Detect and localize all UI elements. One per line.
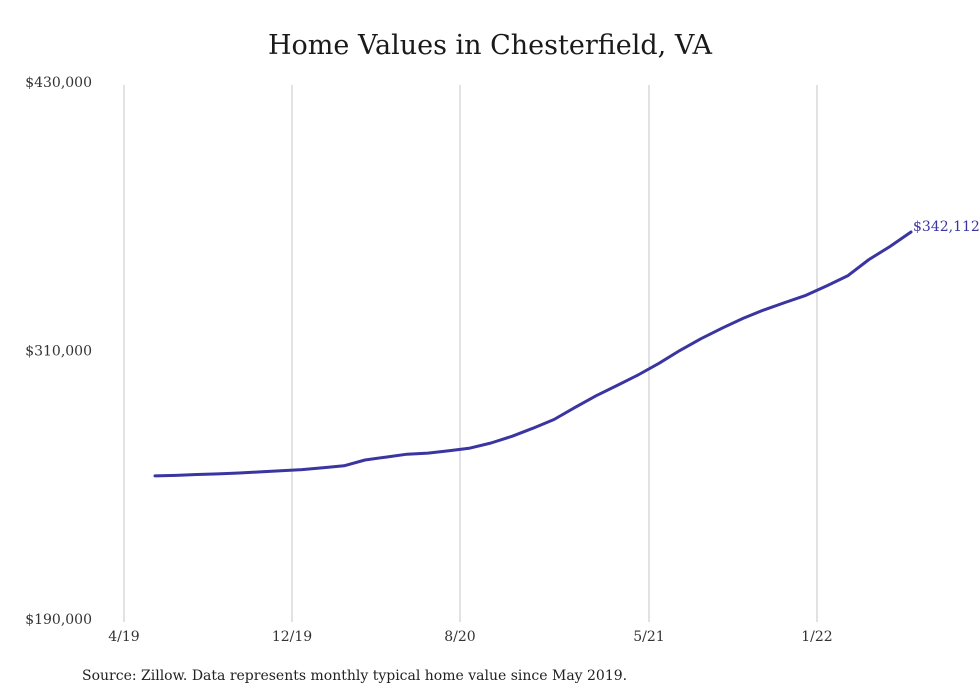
x-tick-label: 4/19 <box>108 629 139 645</box>
x-tick-label: 8/20 <box>444 629 475 645</box>
y-tick-label: $430,000 <box>25 75 92 91</box>
chart-title: Home Values in Chesterfield, VA <box>268 30 712 61</box>
end-value-label: $342,112 <box>913 219 980 235</box>
source-note: Source: Zillow. Data represents monthly … <box>82 668 628 684</box>
y-tick-label: $310,000 <box>25 344 92 360</box>
x-tick-label: 1/22 <box>801 629 832 645</box>
x-tick-label: 5/21 <box>633 629 664 645</box>
x-tick-label: 12/19 <box>272 629 312 645</box>
data-line <box>153 230 913 478</box>
y-tick-label: $190,000 <box>25 612 92 628</box>
